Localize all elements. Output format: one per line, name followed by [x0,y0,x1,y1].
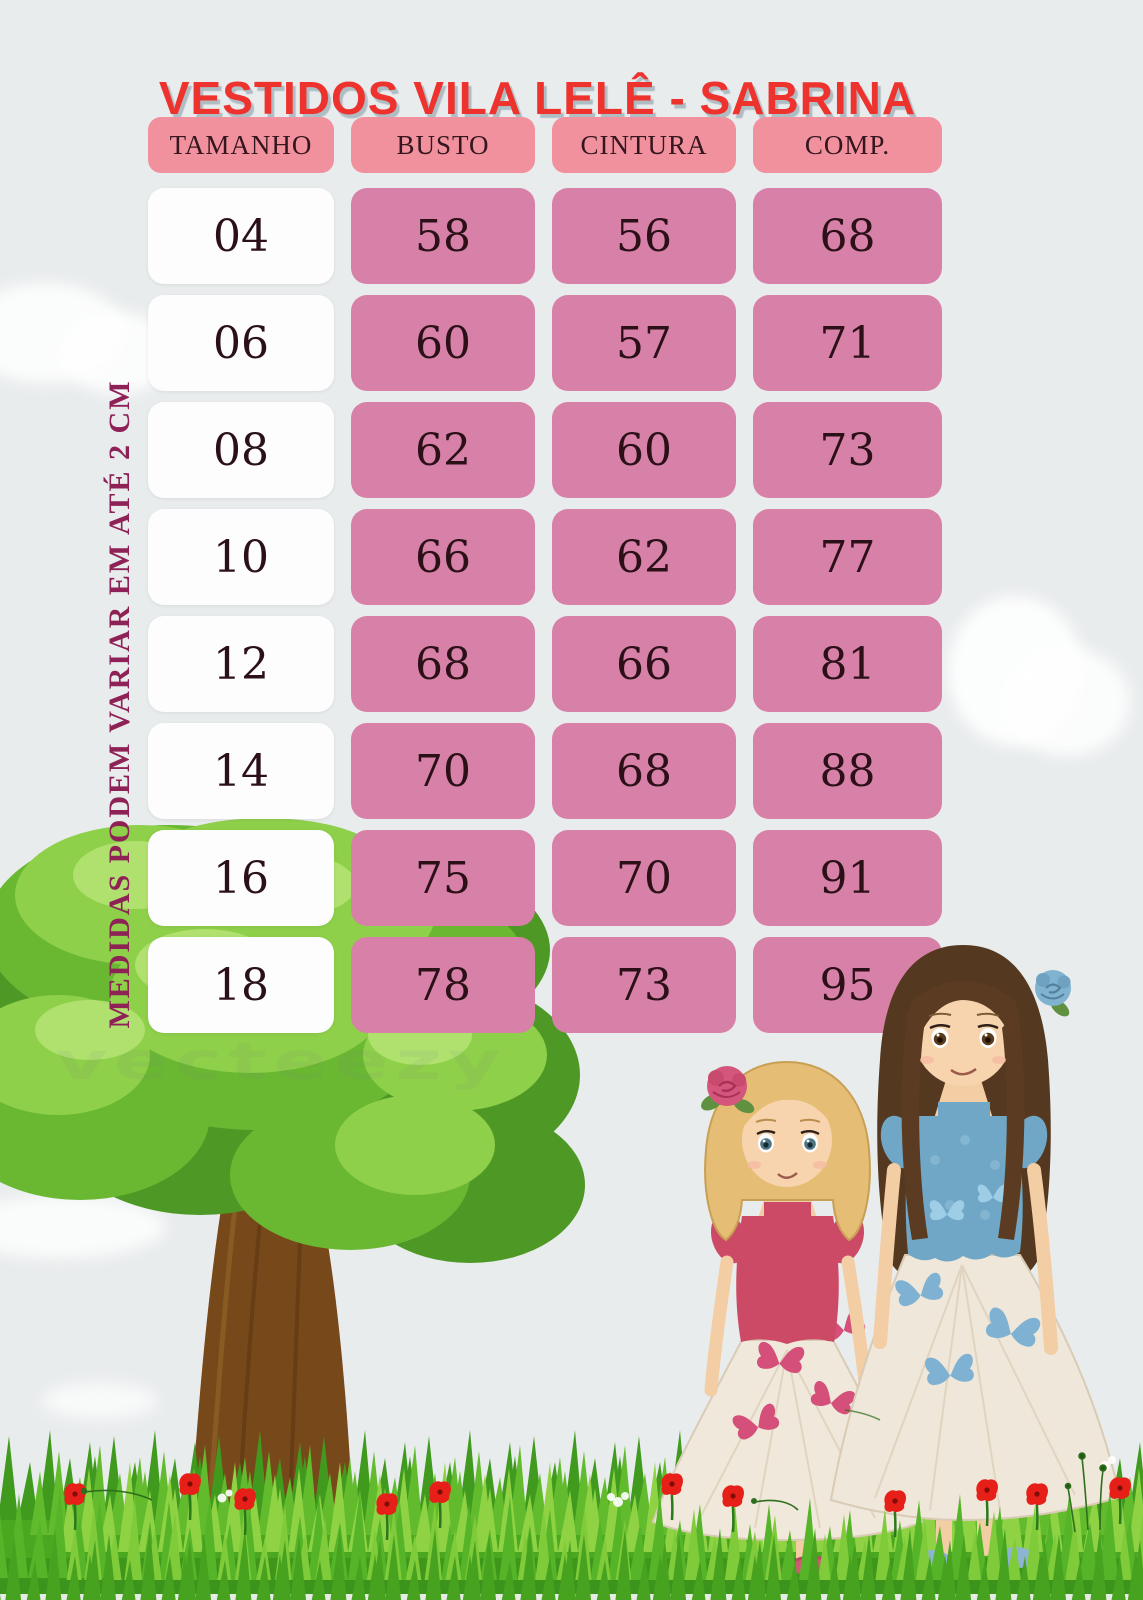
girl-blonde-skirt [651,1339,924,1542]
girl-blonde-legs [744,1528,830,1575]
girl-brunette-mouth [950,1067,977,1076]
busto-cell: 60 [351,295,535,391]
cintura-cell: 73 [552,937,736,1033]
girl-blonde-skirt-pleats [699,1349,876,1529]
girl-brunette-shoes [912,1547,1037,1571]
cintura-cell: 68 [552,723,736,819]
header-cell: BUSTO [351,117,535,173]
girl-blonde-sleeve-left [710,1212,748,1264]
busto-cell: 75 [351,830,535,926]
table-row: 14 70 68 88 [148,723,942,819]
cloud-right-small [1005,648,1130,756]
header-cell: COMP. [753,117,942,173]
size-cell: 18 [148,937,334,1033]
cloud-bottom-left [0,1196,165,1258]
page-title: VESTIDOS VILA LELÊ - SABRINA [158,71,917,124]
girl-blonde-hair-flower [701,1066,755,1114]
table-row: 12 68 66 81 [148,616,942,712]
header-cell: CINTURA [552,117,736,173]
comp-cell: 95 [753,937,942,1033]
girl-brunette-bodice-texture [930,1135,1000,1220]
girl-blonde-neck [757,1180,818,1222]
busto-cell: 78 [351,937,535,1033]
girl-blonde-sleeve-right [827,1212,865,1264]
table-body: 04 58 56 68 06 60 57 71 08 62 60 73 10 66 62 77 12 68 66 81… [148,188,942,1044]
girl-brunette-front-lock-left [901,1010,928,1240]
comp-cell: 91 [753,830,942,926]
measurement-disclaimer: MEDIDAS PODEM VARIAR EM ATÉ 2 CM [103,379,136,1029]
girl-blonde-mouth [777,1172,798,1179]
girl-brunette-bodice [905,1102,1023,1262]
cintura-cell: 60 [552,402,736,498]
size-cell: 08 [148,402,334,498]
size-cell: 04 [148,188,334,284]
girl-blonde-bodice [736,1202,839,1344]
table-row: 18 78 73 95 [148,937,942,1033]
girl-blonde-back-hair [704,1060,871,1242]
girl-blonde [651,1060,924,1575]
table-row: 06 60 57 71 [148,295,942,391]
cintura-cell: 56 [552,188,736,284]
table-row: 04 58 56 68 [148,188,942,284]
cintura-cell: 70 [552,830,736,926]
girl-blonde-butterflies [731,1306,868,1442]
girl-blonde-arms [704,1255,873,1397]
comp-cell: 68 [753,188,942,284]
girl-blonde-eyes [755,1118,821,1153]
size-cell: 10 [148,509,334,605]
busto-cell: 70 [351,723,535,819]
girl-brunette-front-lock-right [998,1010,1025,1240]
girl-blonde-bangs [738,1077,837,1130]
busto-cell: 58 [351,188,535,284]
cintura-cell: 57 [552,295,736,391]
girl-brunette-butterflies [894,1271,1042,1386]
girl-brunette-hair-flower [1035,970,1071,1017]
comp-cell: 77 [753,509,942,605]
table-row: 16 75 70 91 [148,830,942,926]
table-header-row: TAMANHO BUSTO CINTURA COMP. [148,117,942,173]
size-cell: 06 [148,295,334,391]
table-row: 10 66 62 77 [148,509,942,605]
header-cell: TAMANHO [148,117,334,173]
girl-brunette-arms [873,1163,1058,1355]
comp-cell: 73 [753,402,942,498]
girl-brunette-sleeve-left [880,1115,918,1169]
size-cell: 12 [148,616,334,712]
size-table: TAMANHO BUSTO CINTURA COMP. 04 58 56 68 06 60 57 7… [148,117,942,1044]
comp-cell: 71 [753,295,942,391]
comp-cell: 81 [753,616,942,712]
girl-brunette-sleeve-right [1010,1115,1048,1169]
girl-brunette-skirt-pleats [874,1264,1076,1511]
comp-cell: 88 [753,723,942,819]
size-cell: 16 [148,830,334,926]
wild-stems [80,1409,1107,1533]
cintura-cell: 62 [552,509,736,605]
busto-cell: 68 [351,616,535,712]
daisy-flowers [217,1456,1116,1507]
busto-cell: 62 [351,402,535,498]
girl-brunette-skirt [829,1254,1122,1522]
girl-brunette-legs [912,1500,1037,1571]
girl-blonde-shoes [744,1555,830,1575]
girl-blonde-face [742,1093,832,1187]
cloud-near-grass [42,1383,157,1419]
busto-cell: 66 [351,509,535,605]
size-cell: 14 [148,723,334,819]
table-row: 08 62 60 73 [148,402,942,498]
girl-brunette-neck [933,1080,994,1122]
cintura-cell: 66 [552,616,736,712]
poppy-flowers [63,1472,1133,1542]
